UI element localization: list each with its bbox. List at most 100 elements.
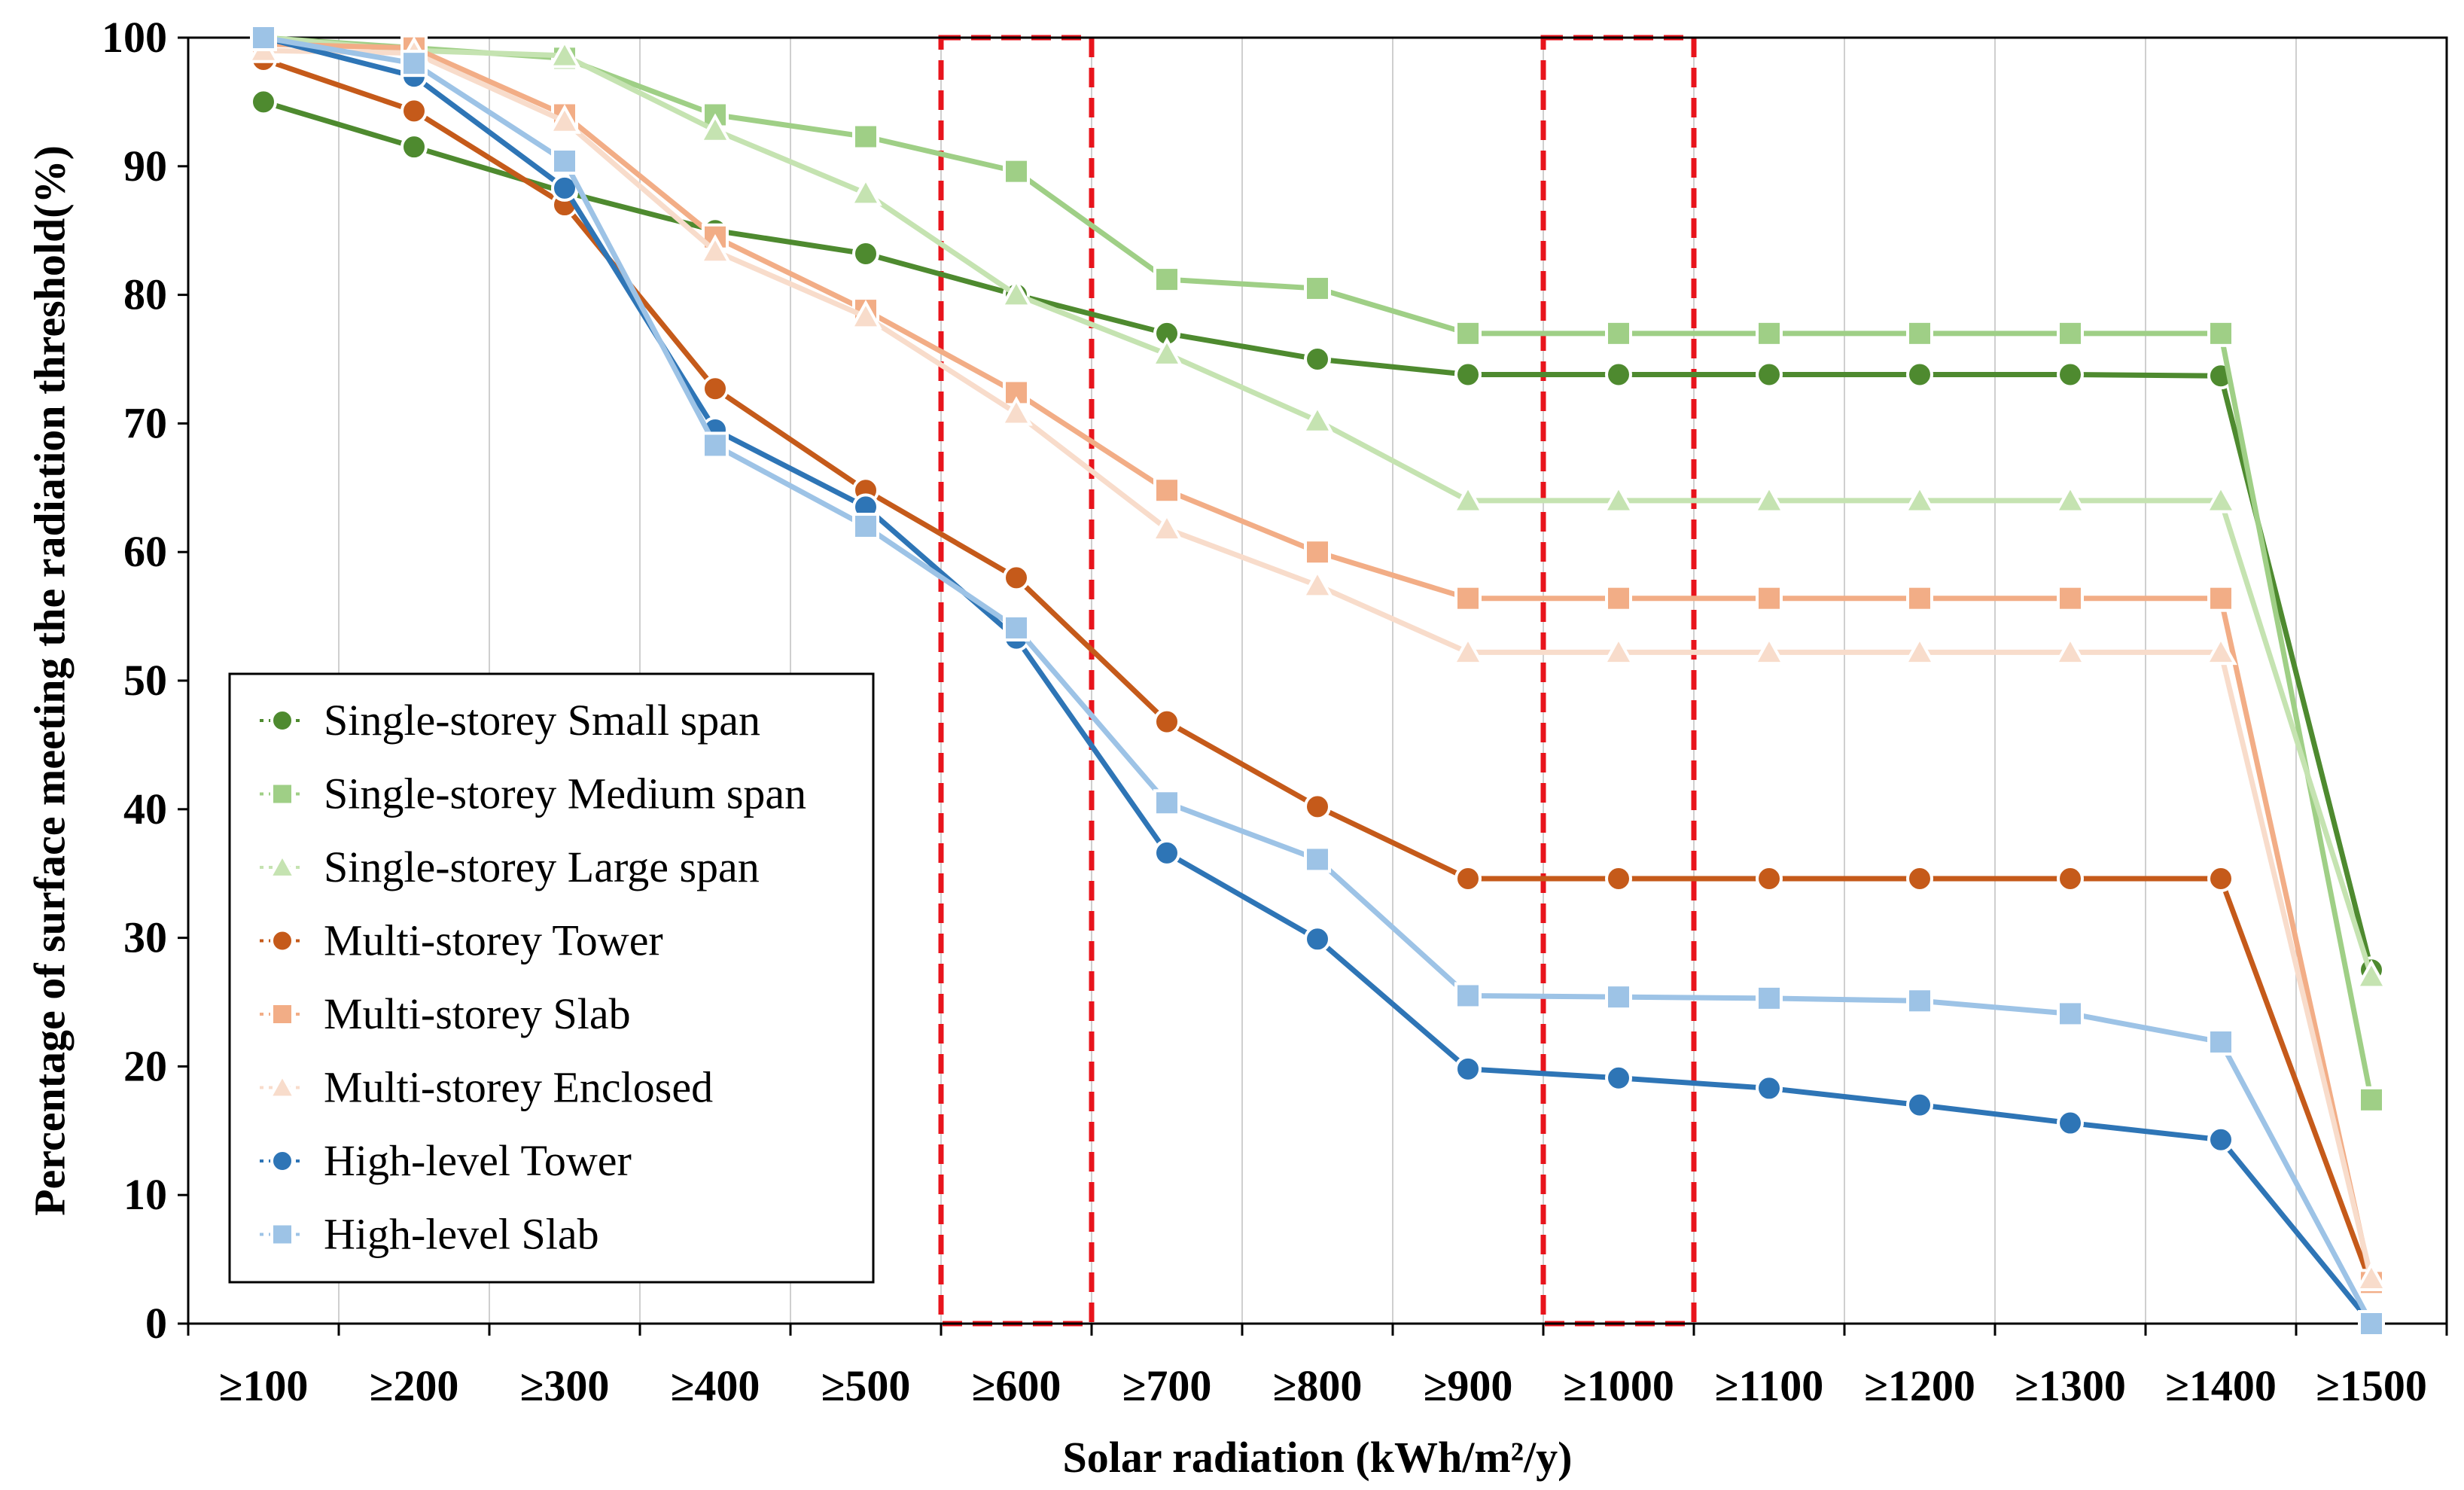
x-tick-label: ≥1200 xyxy=(1864,1361,1975,1410)
series-single-storey-large-span xyxy=(247,20,2388,989)
data-point xyxy=(1605,319,1632,347)
x-tick-label: ≥100 xyxy=(219,1361,309,1410)
legend-label: Single-storey Large span xyxy=(324,843,760,891)
data-point xyxy=(1153,789,1180,817)
data-point xyxy=(1756,584,1783,612)
data-point xyxy=(548,104,581,134)
legend-entry: Multi-storey Enclosed xyxy=(260,1063,713,1112)
data-point xyxy=(2207,865,2234,893)
y-tick-label: 70 xyxy=(123,398,167,447)
data-point xyxy=(548,38,581,69)
x-tick-label: ≥700 xyxy=(1122,1361,1212,1410)
data-point xyxy=(699,113,732,143)
y-axis-title: Percentage of surface meeting the radiat… xyxy=(25,145,74,1216)
legend-label: Multi-storey Tower xyxy=(324,916,663,965)
data-point xyxy=(551,147,578,175)
data-point xyxy=(1153,477,1180,504)
data-point xyxy=(270,782,294,806)
data-point xyxy=(1756,361,1783,388)
data-point xyxy=(2207,319,2234,347)
data-point xyxy=(1301,568,1334,599)
x-tick-label: ≥1400 xyxy=(2165,1361,2277,1410)
series-single-storey-medium-span xyxy=(250,24,2385,1114)
x-tick-label: ≥200 xyxy=(370,1361,459,1410)
legend-entry: Single-storey Small span xyxy=(260,696,760,745)
legend-entry: Multi-storey Slab xyxy=(260,989,631,1038)
data-series xyxy=(247,20,2388,1337)
data-point xyxy=(1753,635,1786,666)
data-point xyxy=(699,234,732,264)
legend-entry: Multi-storey Tower xyxy=(260,916,663,965)
series-multi-storey-enclosed xyxy=(247,33,2388,1291)
x-axis-title: Solar radiation (kWh/m²/y) xyxy=(1063,1433,1573,1482)
data-point xyxy=(1153,839,1180,867)
data-point xyxy=(1906,987,1933,1015)
data-point xyxy=(2054,483,2087,513)
data-point xyxy=(1454,1055,1482,1083)
data-point xyxy=(1153,708,1180,736)
data-point xyxy=(1906,1091,1933,1119)
data-point xyxy=(1605,865,1632,893)
y-tick-label: 60 xyxy=(123,527,167,576)
axes xyxy=(178,36,2448,1336)
y-tick-label: 50 xyxy=(123,656,167,705)
data-point xyxy=(1451,483,1485,513)
x-tick-label: ≥1300 xyxy=(2015,1361,2126,1410)
x-tick-label: ≥300 xyxy=(520,1361,610,1410)
y-tick-label: 80 xyxy=(123,270,167,319)
x-tick-label: ≥800 xyxy=(1273,1361,1363,1410)
legend: Single-storey Small span Single-storey Me… xyxy=(228,672,875,1284)
data-point xyxy=(250,24,277,51)
legend-box xyxy=(228,672,875,1284)
data-point xyxy=(267,852,297,879)
series-high-level-slab xyxy=(250,24,2385,1337)
data-point xyxy=(852,239,879,267)
data-point xyxy=(852,513,879,541)
x-tick-label: ≥1100 xyxy=(1715,1361,1824,1410)
data-point xyxy=(2057,361,2084,388)
data-point xyxy=(702,431,729,459)
data-point xyxy=(852,123,879,151)
highlight-box xyxy=(1540,35,1697,1327)
data-point xyxy=(1753,483,1786,513)
data-point xyxy=(401,133,428,161)
data-point xyxy=(702,375,729,403)
data-point xyxy=(1454,361,1482,388)
data-point xyxy=(270,928,294,953)
data-point xyxy=(270,1002,294,1026)
legend-entry: High-level Slab xyxy=(260,1210,599,1259)
data-point xyxy=(1903,483,1936,513)
data-point xyxy=(270,708,294,733)
data-point xyxy=(2355,959,2388,989)
data-point xyxy=(270,1149,294,1173)
data-point xyxy=(2207,1028,2234,1056)
data-point xyxy=(1906,584,1933,612)
y-tick-labels: 0 10 20 30 40 50 60 70 80 90 100 xyxy=(102,13,167,1348)
data-point xyxy=(1003,157,1030,185)
data-point xyxy=(1906,865,1933,893)
x-tick-label: ≥1000 xyxy=(1563,1361,1674,1410)
highlight-box xyxy=(938,35,1095,1327)
y-tick-label: 20 xyxy=(123,1041,167,1090)
data-point xyxy=(2057,865,2084,893)
data-point xyxy=(2207,584,2234,612)
data-point xyxy=(1304,538,1331,566)
data-point xyxy=(1003,564,1030,592)
legend-entry: Single-storey Medium span xyxy=(260,769,806,818)
data-point xyxy=(1000,278,1033,308)
x-tick-label: ≥400 xyxy=(671,1361,760,1410)
data-point xyxy=(250,88,277,116)
data-point xyxy=(267,1072,297,1099)
data-point xyxy=(2057,1000,2084,1028)
legend-label: Multi-storey Enclosed xyxy=(324,1063,713,1112)
y-tick-label: 30 xyxy=(123,913,167,962)
x-tick-label: ≥900 xyxy=(1424,1361,1513,1410)
legend-entry: Single-storey Large span xyxy=(260,843,760,891)
highlight-boxes xyxy=(938,35,1697,1327)
data-point xyxy=(1304,846,1331,873)
data-point xyxy=(2057,319,2084,347)
data-point xyxy=(1454,584,1482,612)
data-point xyxy=(2204,483,2237,513)
data-point xyxy=(2358,1310,2385,1337)
